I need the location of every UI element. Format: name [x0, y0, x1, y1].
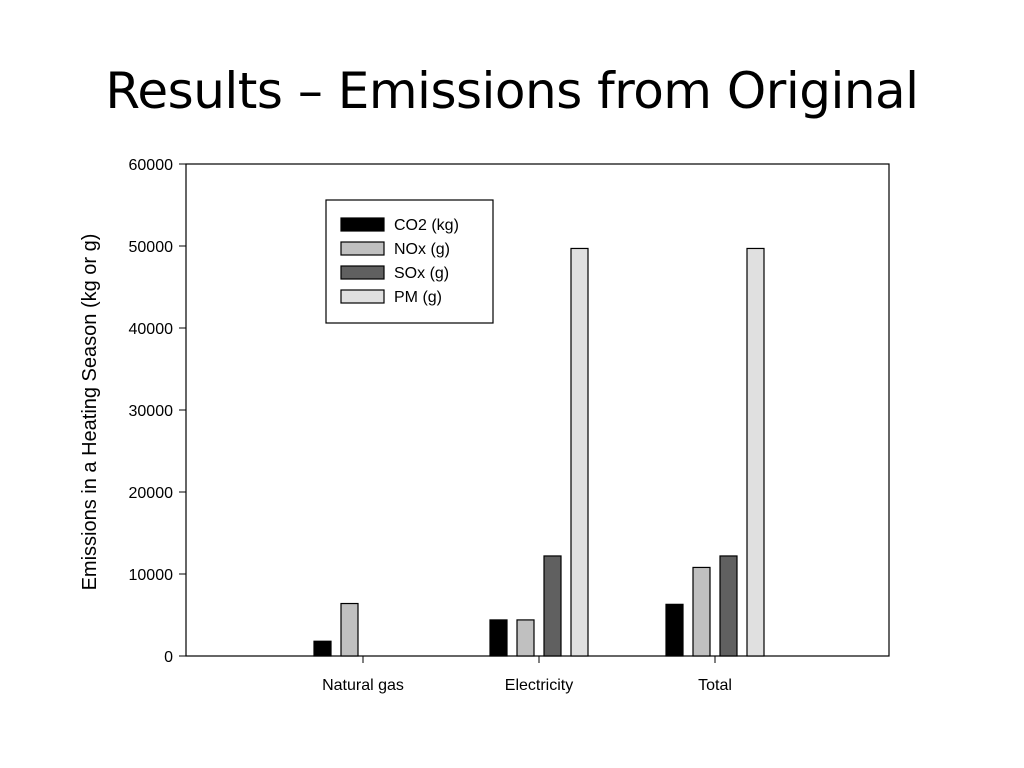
bar-pm-total — [746, 247, 765, 657]
legend-label: PM (g) — [394, 289, 442, 306]
bar-co2-natural-gas — [313, 640, 332, 657]
bar-nox-electricity — [516, 619, 535, 657]
bar-nox-total — [692, 566, 711, 657]
y-tick-label: 20000 — [129, 485, 174, 502]
legend-swatch — [340, 241, 385, 256]
x-tick-label: Natural gas — [322, 677, 404, 694]
legend-swatch — [340, 265, 385, 280]
x-tick-label: Electricity — [505, 677, 573, 694]
legend-label: SOx (g) — [394, 265, 449, 282]
legend-label: NOx (g) — [394, 241, 450, 258]
bar-sox-total — [719, 555, 738, 657]
legend-label: CO2 (kg) — [394, 217, 459, 234]
y-tick-label: 60000 — [129, 157, 174, 174]
y-tick-label: 30000 — [129, 403, 174, 420]
y-tick-label: 40000 — [129, 321, 174, 338]
y-tick-label: 0 — [164, 649, 173, 666]
y-tick-label: 50000 — [129, 239, 174, 256]
bar-co2-total — [665, 603, 684, 657]
slide-title: Results – Emissions from Original — [105, 62, 919, 120]
bar-pm-electricity — [570, 247, 589, 657]
bar-sox-electricity — [543, 555, 562, 657]
y-tick-label: 10000 — [129, 567, 174, 584]
bar-nox-natural-gas — [340, 602, 359, 657]
y-axis-title: Emissions in a Heating Season (kg or g) — [79, 234, 101, 591]
legend-swatch — [340, 289, 385, 304]
plot-frame — [185, 163, 890, 657]
x-tick-label: Total — [698, 677, 732, 694]
bar-co2-electricity — [489, 619, 508, 657]
legend-swatch — [340, 217, 385, 232]
